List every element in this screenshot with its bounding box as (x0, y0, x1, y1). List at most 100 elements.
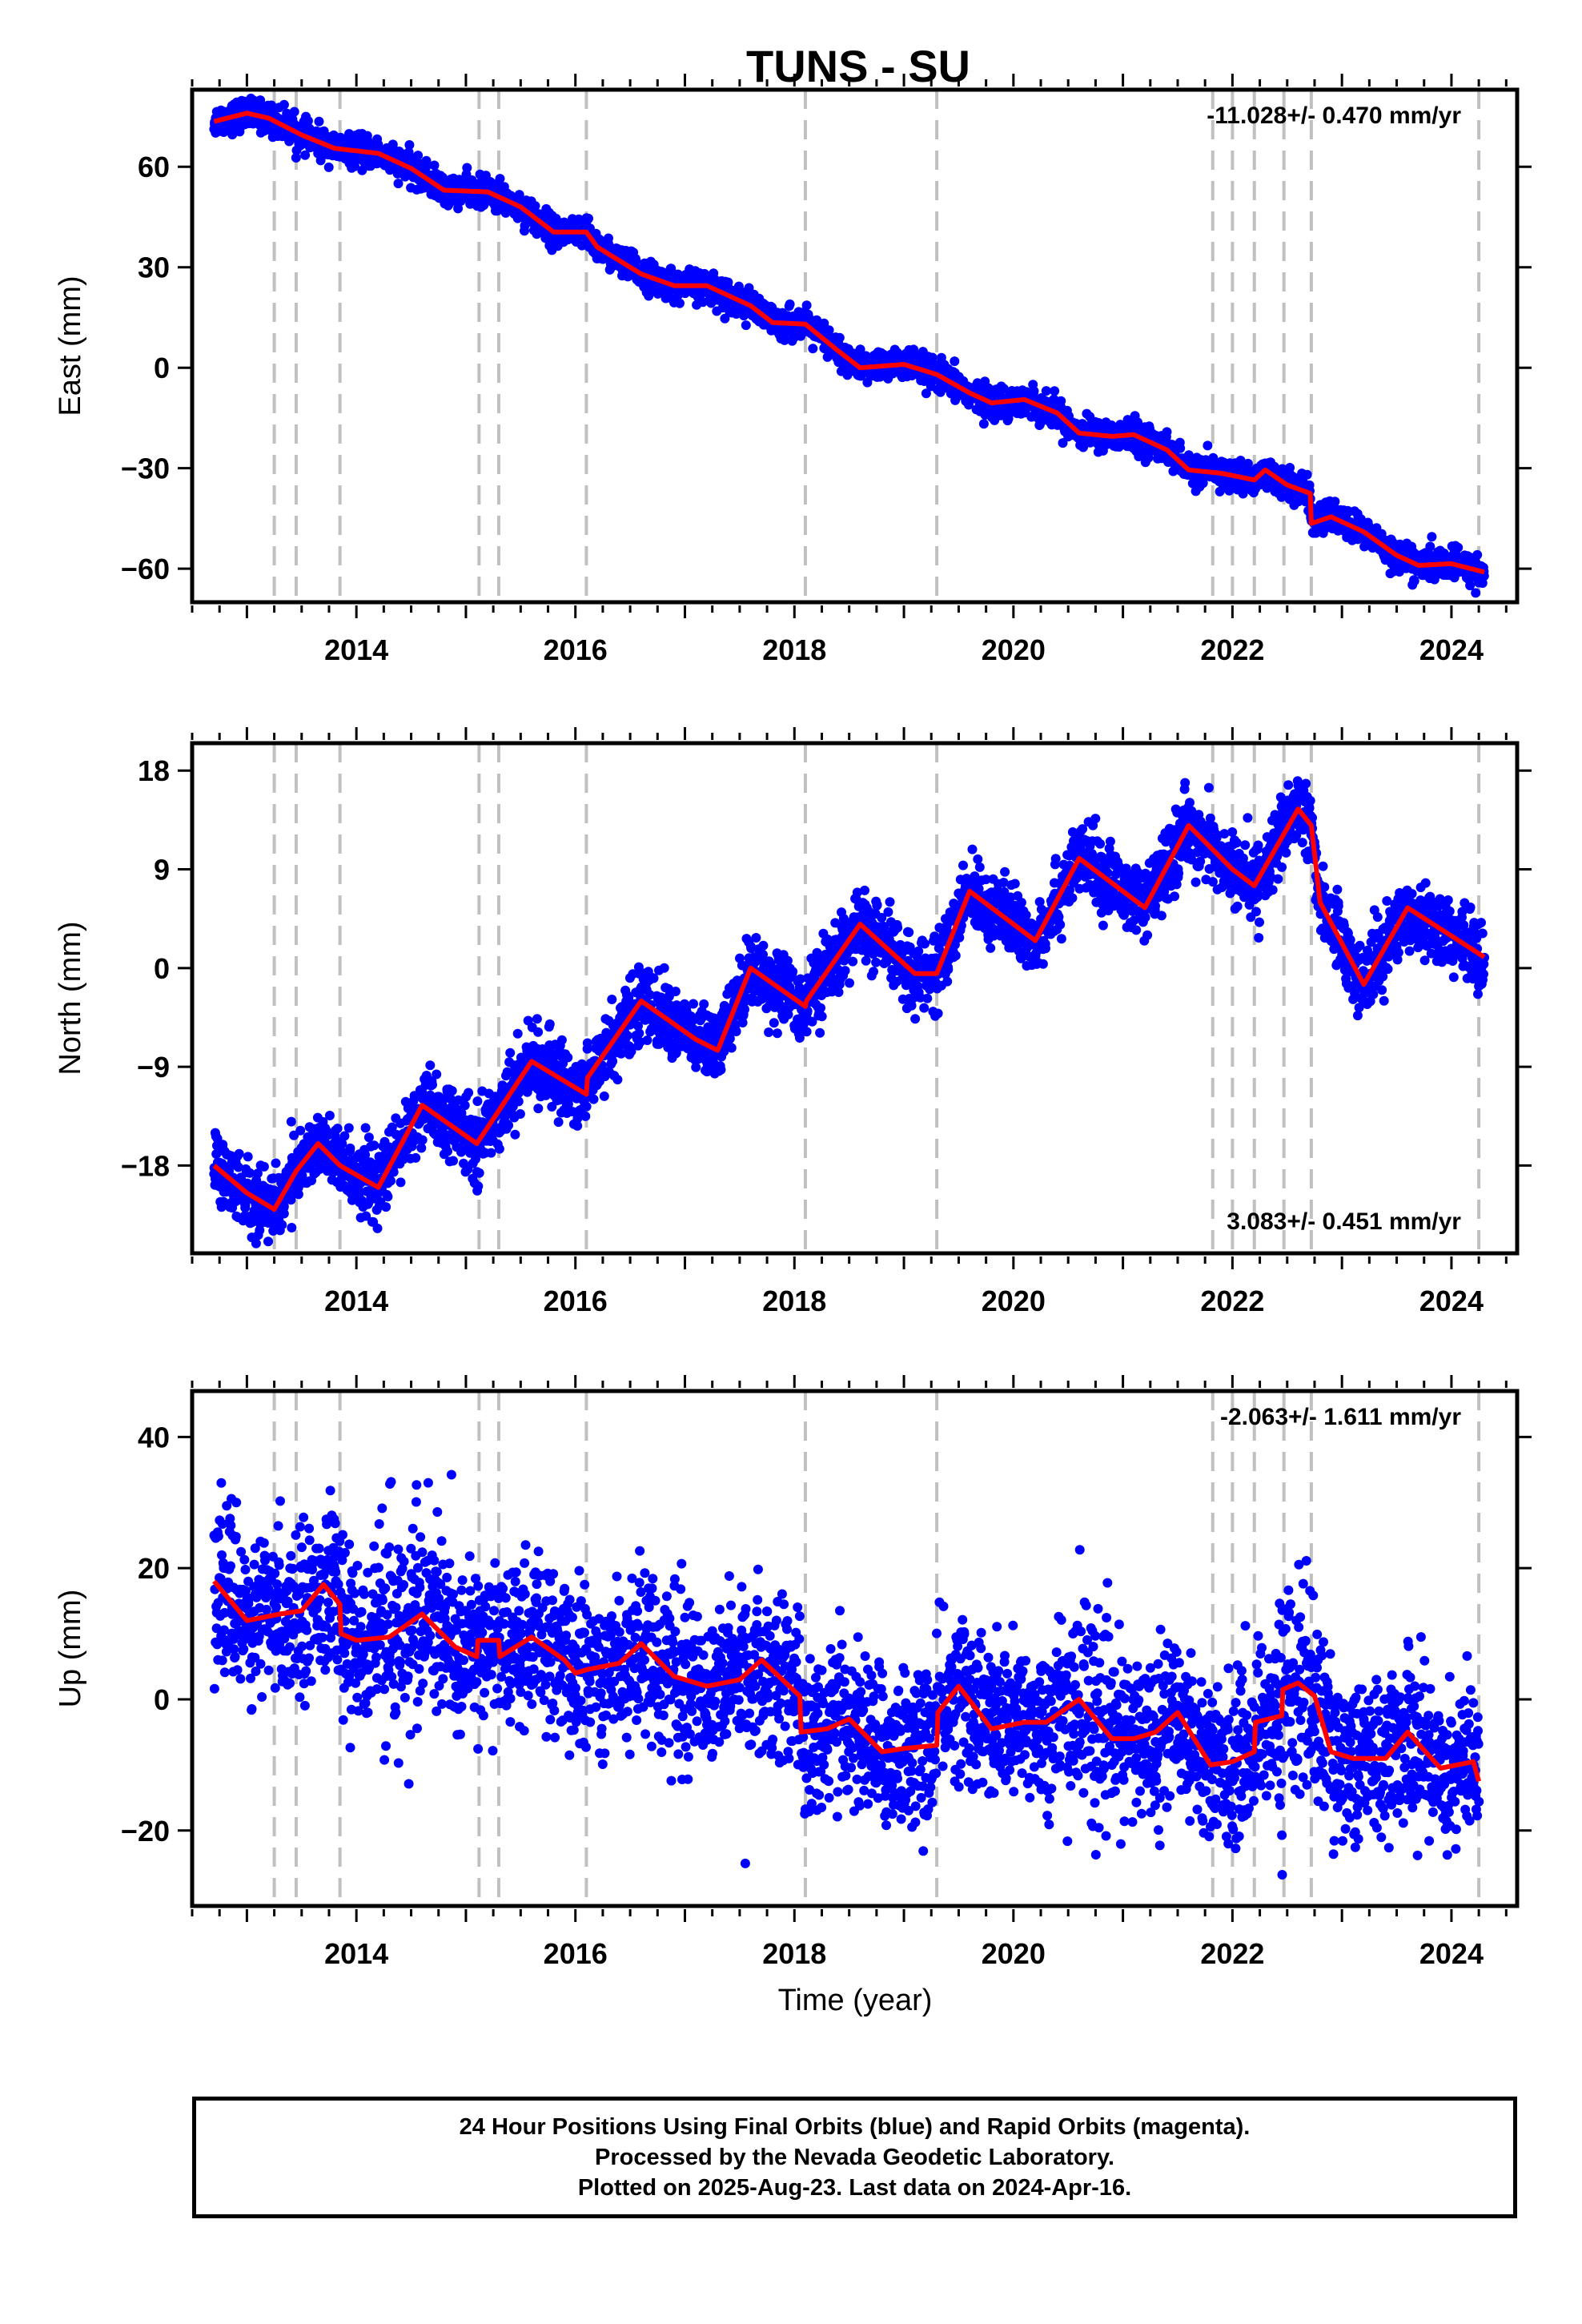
east-point (1143, 452, 1154, 463)
north-point (622, 1031, 632, 1041)
north-point (240, 1200, 251, 1210)
east-point (1465, 581, 1476, 591)
north-point (286, 1116, 296, 1127)
east-point (1058, 438, 1068, 448)
panel-east: 2014 2016 2018 2020 2022 2024−60−3003060East … (54, 74, 1532, 666)
east-point (1302, 469, 1312, 480)
east-y-tick-label: 30 (138, 251, 170, 284)
east-point (950, 356, 960, 367)
east-point (855, 344, 865, 355)
east-point (421, 155, 432, 166)
north-point (473, 1181, 484, 1192)
north-point (271, 1158, 281, 1168)
north-points (209, 776, 1490, 1248)
north-point (580, 1111, 591, 1121)
east-y-tick-label: 0 (154, 352, 170, 384)
east-point (420, 163, 431, 173)
east-point (1330, 497, 1340, 507)
north-point (599, 1091, 609, 1101)
north-point (425, 1060, 436, 1071)
east-point (801, 300, 812, 311)
east-point (631, 255, 641, 266)
east-x-tick-label: 2024 (1419, 633, 1484, 666)
north-point (515, 1109, 525, 1119)
east-x-tick-label: 2022 (1200, 633, 1264, 666)
north-point (345, 1143, 355, 1153)
east-point (530, 201, 540, 211)
north-point (411, 1152, 421, 1163)
north-point (386, 1176, 396, 1186)
east-point (892, 348, 902, 358)
east-x-tick-label: 2020 (982, 633, 1046, 666)
east-point (314, 116, 324, 127)
north-point (398, 1154, 408, 1164)
north-point (607, 995, 617, 1004)
north-point (286, 1195, 296, 1205)
east-point (300, 150, 311, 160)
north-point (533, 1104, 544, 1114)
north-point (383, 1192, 393, 1202)
north-point (447, 1086, 457, 1096)
north-point (581, 1101, 592, 1112)
east-point (1203, 440, 1213, 451)
east-point (675, 298, 685, 308)
north-point (563, 1052, 573, 1063)
north-point (486, 1148, 496, 1158)
figure-title: TUNS - SU (746, 41, 970, 91)
east-point (393, 179, 404, 189)
east-point (1472, 549, 1483, 560)
east-point (315, 155, 326, 166)
north-point (252, 1168, 263, 1179)
east-point (1425, 541, 1435, 552)
north-point (443, 1146, 452, 1156)
east-point (808, 344, 818, 354)
east-point (1285, 463, 1295, 472)
north-point (360, 1123, 371, 1133)
east-x-tick-label: 2016 (544, 633, 608, 666)
north-point (642, 1035, 652, 1045)
north-point (505, 1047, 516, 1058)
north-point (251, 1238, 261, 1248)
east-point (227, 130, 238, 140)
east-point (1041, 386, 1051, 396)
east-point (819, 318, 829, 328)
north-point (234, 1148, 244, 1159)
north-point (339, 1131, 350, 1141)
east-point (291, 153, 301, 163)
east-point (733, 281, 744, 292)
north-point (464, 1088, 474, 1098)
north-point (371, 1160, 381, 1169)
north-point (363, 1132, 374, 1143)
north-point (381, 1202, 391, 1212)
north-point (369, 1140, 379, 1151)
east-point (1453, 542, 1464, 553)
east-x-tick-label: 2018 (762, 633, 826, 666)
east-point (1243, 458, 1253, 468)
east-point (785, 299, 795, 309)
north-point (504, 1120, 514, 1131)
east-point (1409, 576, 1419, 586)
north-point (361, 1211, 371, 1221)
north-point (332, 1124, 343, 1134)
east-point (323, 162, 334, 172)
east-y-tick-label: −30 (121, 452, 170, 485)
east-y-tick-label: −60 (121, 553, 170, 585)
north-point (588, 1094, 599, 1104)
north-point (553, 1117, 564, 1128)
north-point (263, 1236, 273, 1247)
east-y-axis-label: East (mm) (54, 275, 87, 416)
east-point (1162, 427, 1172, 437)
east-event-lines (272, 90, 1481, 602)
north-point (417, 1135, 428, 1145)
east-point (462, 163, 472, 173)
north-point (287, 1223, 297, 1232)
east-point (604, 233, 613, 243)
east-point (357, 165, 367, 175)
east-rate-label: -11.028+/- 0.470 mm/yr (1207, 103, 1461, 129)
east-points (209, 93, 1489, 598)
north-point (245, 1168, 255, 1178)
north-point (279, 1201, 289, 1212)
north-point (388, 1167, 399, 1177)
